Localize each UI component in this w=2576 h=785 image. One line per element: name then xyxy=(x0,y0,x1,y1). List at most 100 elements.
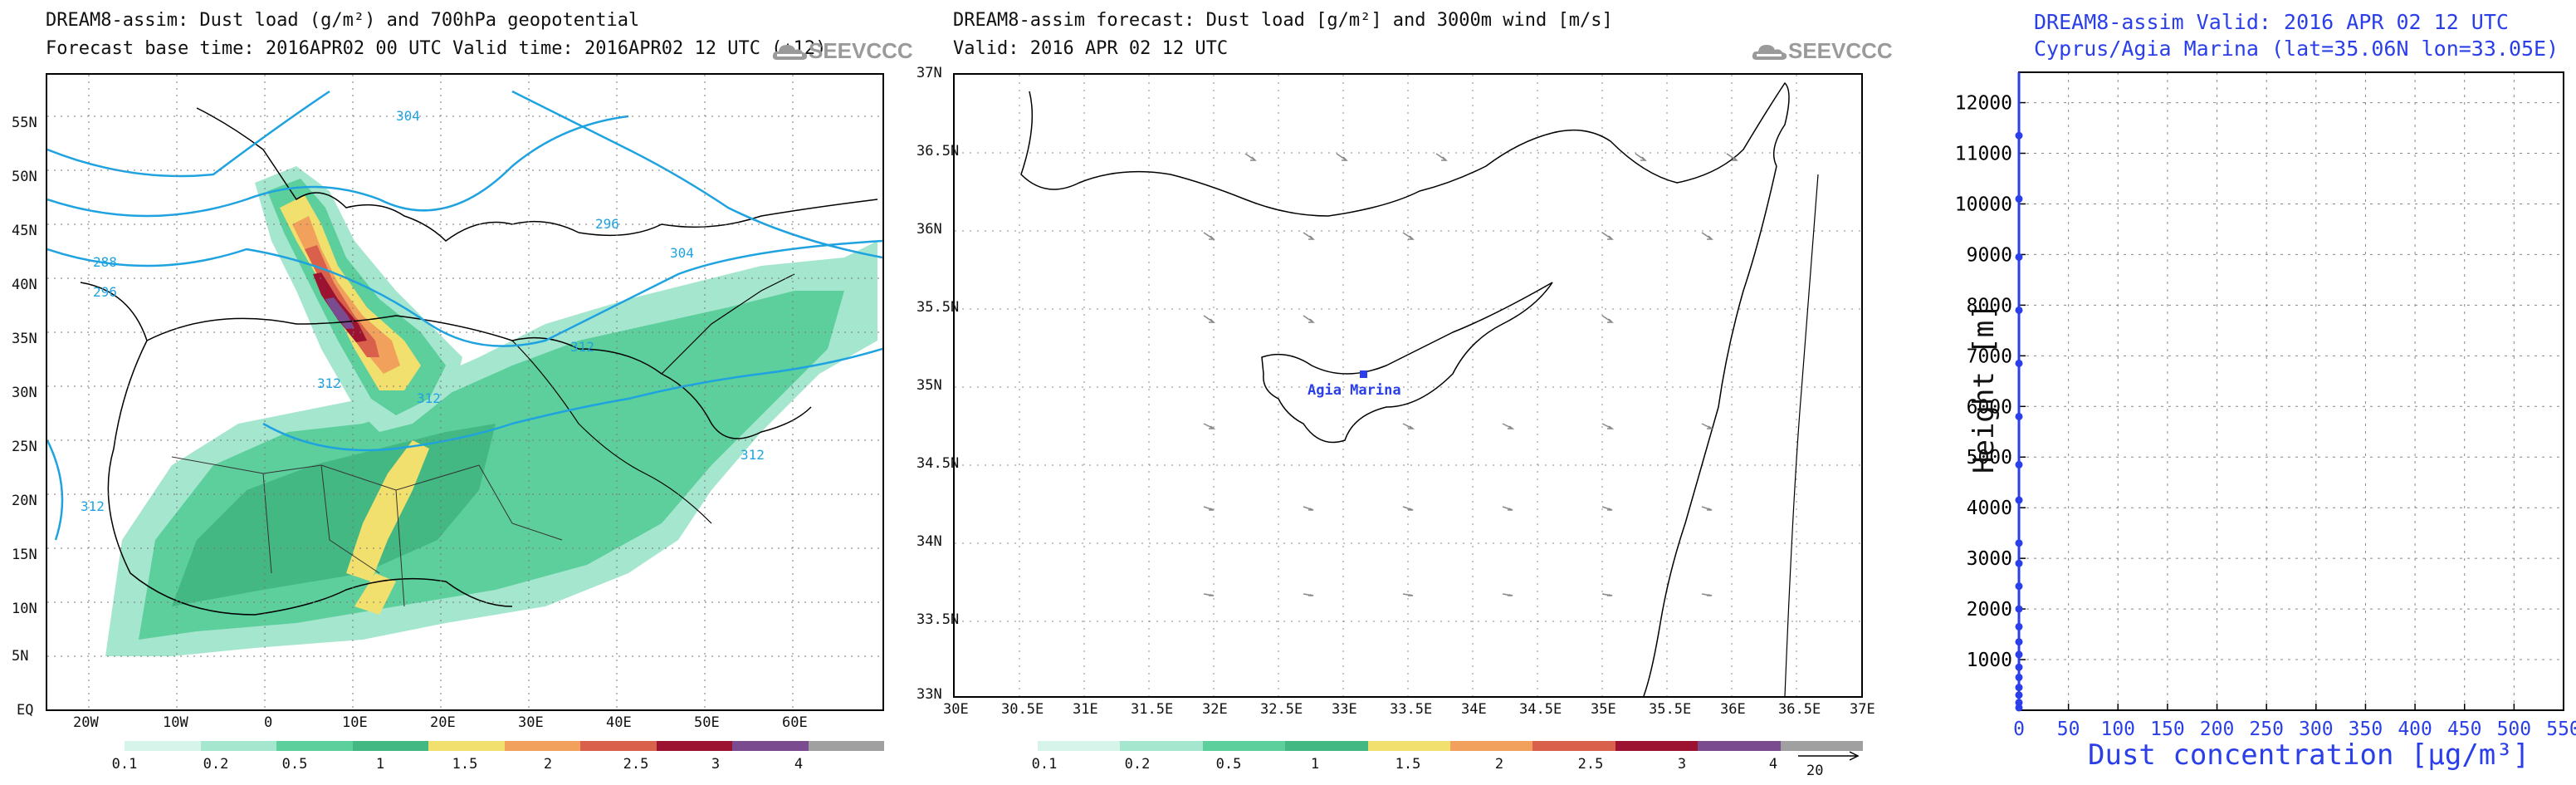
lat-label: 34N xyxy=(917,533,942,550)
lat-label: 25N xyxy=(12,439,37,455)
lat-label: 50N xyxy=(12,169,37,185)
lon-label: 20E xyxy=(430,714,456,731)
lat-label: 33N xyxy=(917,686,942,703)
middle-panel: DREAM8-assim forecast: Dust load [g/m²] … xyxy=(913,0,1893,785)
x-tick-label: 400 xyxy=(2398,719,2432,740)
lat-label: 30N xyxy=(12,385,37,401)
lon-label: 32E xyxy=(1202,701,1228,718)
right-panel: DREAM8-assim Valid: 2016 APR 02 12 UTC C… xyxy=(1909,0,2576,785)
series-point xyxy=(2015,559,2023,567)
lon-label: 10W xyxy=(163,714,188,731)
lat-label: 36N xyxy=(917,221,942,238)
left-panel: DREAM8-assim: Dust load (g/m²) and 700hP… xyxy=(0,0,913,785)
contour-label: 312 xyxy=(81,498,105,514)
colorbar-segment xyxy=(125,741,201,751)
middle-title-line2: Valid: 2016 APR 02 12 UTC xyxy=(953,38,1229,59)
lon-label: 33E xyxy=(1332,701,1357,718)
y-tick-label: 7000 xyxy=(1967,346,2012,367)
colorbar-segment xyxy=(732,741,809,751)
x-tick-label: 500 xyxy=(2497,719,2532,740)
y-tick-label: 8000 xyxy=(1967,295,2012,316)
lat-label: 35.5N xyxy=(917,299,960,316)
colorbar-label: 0.1 xyxy=(1031,756,1058,773)
middle-logo-text: SEEVCCC xyxy=(1788,38,1893,63)
lat-label: 55N xyxy=(12,115,37,131)
x-tick-label: 0 xyxy=(2013,719,2025,740)
lon-label: 60E xyxy=(782,714,808,731)
series-point xyxy=(2015,638,2023,646)
series-point xyxy=(2015,663,2023,671)
chart-subtitle: Cyprus/Agia Marina (lat=35.06N lon=33.05… xyxy=(2034,37,2559,61)
colorbar-segment xyxy=(656,741,732,751)
middle-map: Agia Marina xyxy=(953,73,1863,698)
contour-label: 304 xyxy=(396,108,420,124)
colorbar-segment xyxy=(1202,741,1286,751)
left-colorbar xyxy=(125,741,884,751)
lon-label: 20W xyxy=(73,714,99,731)
left-map: 304 296 288 296 304 312 312 312 312 312 xyxy=(46,73,884,711)
x-tick-label: 450 xyxy=(2447,719,2482,740)
colorbar-label: 1.5 xyxy=(452,756,478,773)
colorbar-label: 0.2 xyxy=(203,756,229,773)
lat-label: 20N xyxy=(12,493,37,509)
series-point xyxy=(2015,496,2023,504)
lon-label: 33.5E xyxy=(1390,701,1433,718)
lat-label: 5N xyxy=(12,648,29,665)
lon-label: 30E xyxy=(518,714,544,731)
cloud-icon xyxy=(1752,45,1787,61)
x-tick-label: 200 xyxy=(2200,719,2235,740)
colorbar-segment xyxy=(428,741,505,751)
colorbar-segment xyxy=(200,741,276,751)
lat-label: 36.5N xyxy=(917,143,960,159)
cloud-icon xyxy=(772,45,808,61)
colorbar-label: 3 xyxy=(1677,756,1687,773)
contour-label: 288 xyxy=(93,254,117,270)
lat-label: 45N xyxy=(12,223,37,239)
colorbar-label: 2.5 xyxy=(623,756,649,773)
colorbar-segment xyxy=(1367,741,1451,751)
middle-seevccc-logo: SEEVCCC xyxy=(1752,38,1893,64)
lon-label: 31.5E xyxy=(1131,701,1174,718)
colorbar-segment xyxy=(808,741,884,751)
colorbar-label: 3 xyxy=(711,756,721,773)
series-point xyxy=(2015,605,2023,613)
lon-label: 0 xyxy=(264,714,273,731)
station-marker xyxy=(1360,370,1367,378)
wind-reference-label: 20 xyxy=(1806,763,1824,779)
series-point xyxy=(2015,253,2023,261)
colorbar-segment xyxy=(1780,741,1864,751)
x-axis-label: Dust concentration [µg/m³] xyxy=(2088,738,2530,772)
colorbar-segment xyxy=(504,741,580,751)
colorbar-label: 1 xyxy=(375,756,385,773)
series-point xyxy=(2015,582,2023,591)
lat-label: 40N xyxy=(12,277,37,293)
series-point xyxy=(2015,673,2023,681)
colorbar-segment xyxy=(352,741,428,751)
contour-label: 312 xyxy=(317,375,341,391)
series-point xyxy=(2015,691,2023,699)
left-title-line1: DREAM8-assim: Dust load (g/m²) and 700hP… xyxy=(46,10,640,31)
y-tick-label: 6000 xyxy=(1967,396,2012,418)
contour-label: 312 xyxy=(570,339,594,355)
contour-label: 312 xyxy=(417,390,441,406)
lon-label: 35.5E xyxy=(1649,701,1692,718)
series-point xyxy=(2015,460,2023,469)
colorbar-label: 2 xyxy=(1494,756,1504,773)
lon-label: 36E xyxy=(1720,701,1746,718)
chart-grid xyxy=(2019,72,2564,710)
chart-series xyxy=(2015,72,2023,712)
lon-label: 36.5E xyxy=(1778,701,1821,718)
contour-label: 304 xyxy=(670,245,694,261)
y-tick-label: 4000 xyxy=(1967,498,2012,519)
wind-reference-arrow xyxy=(1798,751,1860,761)
series-point xyxy=(2015,650,2023,659)
lon-label: 30E xyxy=(943,701,969,718)
lat-label: 33.5N xyxy=(917,611,960,628)
lon-label: 34.5E xyxy=(1519,701,1562,718)
y-tick-label: 5000 xyxy=(1967,447,2012,469)
x-tick-label: 350 xyxy=(2349,719,2383,740)
lon-label: 32.5E xyxy=(1260,701,1303,718)
y-tick-label: 3000 xyxy=(1967,548,2012,570)
contour-label: 312 xyxy=(741,447,765,463)
colorbar-label: 1.5 xyxy=(1395,756,1421,773)
